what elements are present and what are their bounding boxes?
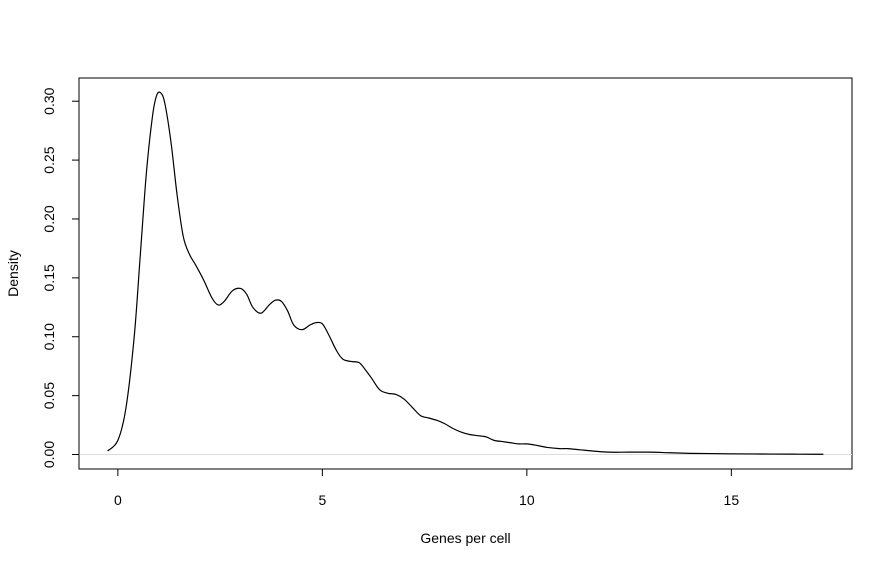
plot-frame: [78, 77, 853, 470]
y-tick-label: 0.00: [41, 441, 57, 468]
x-axis-title: Genes per cell: [420, 530, 510, 546]
density-curve: [107, 91, 824, 455]
x-tick-label: 0: [114, 492, 122, 508]
x-axis: 0 5 10 15: [114, 468, 740, 508]
y-axis-title: Density: [5, 250, 21, 297]
y-tick-label: 0.20: [41, 205, 57, 232]
y-tick-label: 0.25: [41, 146, 57, 173]
x-tick-label: 10: [519, 492, 535, 508]
y-axis: 0.00 0.05 0.10 0.15 0.20 0.25 0.30: [41, 87, 80, 468]
y-tick-label: 0.10: [41, 323, 57, 350]
y-tick-label: 0.30: [41, 87, 57, 114]
y-tick-label: 0.15: [41, 264, 57, 291]
x-tick-label: 15: [724, 492, 740, 508]
y-tick-label: 0.05: [41, 382, 57, 409]
x-tick-label: 5: [318, 492, 326, 508]
